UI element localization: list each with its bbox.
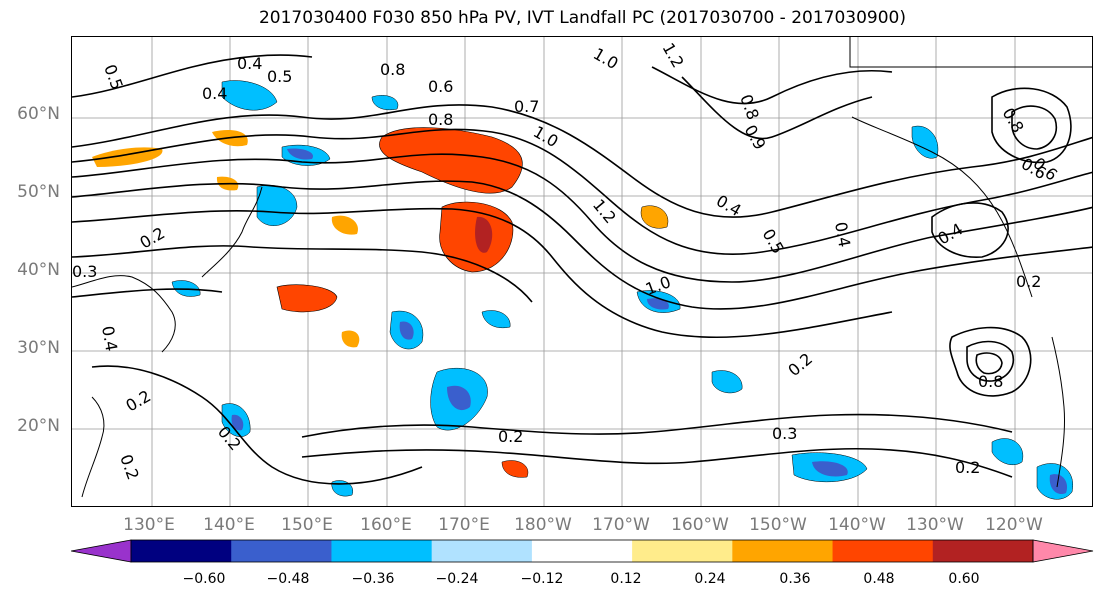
lat-label: 50°N (17, 182, 60, 202)
contour-label: 0.3 (772, 424, 797, 443)
contour-label: 0.7 (514, 97, 539, 116)
lon-label: 140°W (828, 515, 886, 535)
contour-label: 0.8 (380, 60, 405, 79)
lat-label: 20°N (17, 416, 60, 436)
colorbar-segment (231, 540, 332, 562)
contour-label: 0.2 (955, 458, 980, 477)
colorbar-segment (331, 540, 433, 562)
contour-label: 0.2 (498, 427, 523, 446)
colorbar-segment (932, 540, 1034, 562)
pv-contours (72, 54, 1092, 485)
lon-label: 130°W (906, 515, 964, 535)
lon-label: 140°E (203, 515, 255, 535)
contour-label: 0.2 (784, 349, 816, 380)
colorbar (71, 539, 1094, 563)
positive-anomaly-shading (92, 127, 669, 478)
lon-label: 170°E (438, 515, 490, 535)
lat-label: 30°N (17, 338, 60, 358)
lat-label: 60°N (17, 104, 60, 124)
contour-label: 0.3 (72, 262, 97, 281)
contour-label: 0.2 (116, 452, 143, 482)
lon-label: 130°E (123, 515, 175, 535)
colorbar-segment (431, 540, 533, 562)
lon-label: 150°W (749, 515, 807, 535)
colorbar-segment (732, 540, 834, 562)
contour-label: 0.8 (999, 105, 1028, 137)
lon-label: 170°W (592, 515, 650, 535)
contour-label: 0.5 (267, 67, 292, 86)
colorbar-tick: 0.48 (863, 571, 895, 587)
colorbar-tick: 0.24 (694, 571, 726, 587)
contour-label: 1.2 (589, 195, 620, 227)
colorbar-extend-min (71, 539, 132, 563)
map-panel: 0.5 0.4 0.5 0.8 0.6 0.8 0.7 1.0 1.2 0.4 … (71, 36, 1093, 507)
contour-label: 1.0 (590, 44, 622, 73)
contour-label: 0.4 (831, 220, 854, 248)
colorbar-tick: −0.12 (520, 571, 564, 587)
contour-label: 0.5 (100, 62, 127, 92)
contour-label: 0.8 (978, 372, 1003, 391)
contour-label: 0.2 (1016, 272, 1041, 291)
colorbar-tick: −0.60 (182, 571, 226, 587)
map-title: 2017030400 F030 850 hPa PV, IVT Landfall… (258, 8, 906, 28)
coastlines (72, 37, 1092, 498)
contour-label: 1.2 (659, 40, 688, 72)
contour-label: 0.4 (98, 324, 121, 352)
contour-label: 0.9 (741, 122, 770, 154)
contour-label: 0.2 (137, 223, 169, 252)
lon-label: 160°W (671, 515, 729, 535)
colorbar-tick: 0.60 (948, 571, 980, 587)
map-canvas: 0.5 0.4 0.5 0.8 0.6 0.8 0.7 1.0 1.2 0.4 … (72, 37, 1092, 506)
contour-label: 0.8 (428, 110, 453, 129)
colorbar-segment (832, 540, 934, 562)
colorbar-tick: 0.36 (779, 571, 811, 587)
lon-label: 150°E (281, 515, 333, 535)
lon-label: 120°W (985, 515, 1043, 535)
contour-label: 0.4 (237, 54, 262, 73)
lon-label: 160°E (360, 515, 412, 535)
contour-label: 0.6 (428, 77, 453, 96)
lon-label: 180°W (514, 515, 572, 535)
contour-label: 0.2 (123, 386, 155, 415)
graticule (72, 37, 1092, 506)
contour-label: 1.0 (530, 122, 562, 151)
colorbar-segment (131, 540, 232, 562)
colorbar-border (130, 539, 1034, 563)
colorbar-segment (531, 540, 633, 562)
colorbar-segment (632, 540, 733, 562)
colorbar-tick: −0.24 (435, 571, 479, 587)
colorbar-tick: −0.36 (351, 571, 395, 587)
lat-label: 40°N (17, 260, 60, 280)
colorbar-tick: −0.48 (266, 571, 310, 587)
colorbar-extend-max (1032, 539, 1094, 563)
contour-label: 0.4 (202, 84, 227, 103)
colorbar-tick: 0.12 (610, 571, 642, 587)
